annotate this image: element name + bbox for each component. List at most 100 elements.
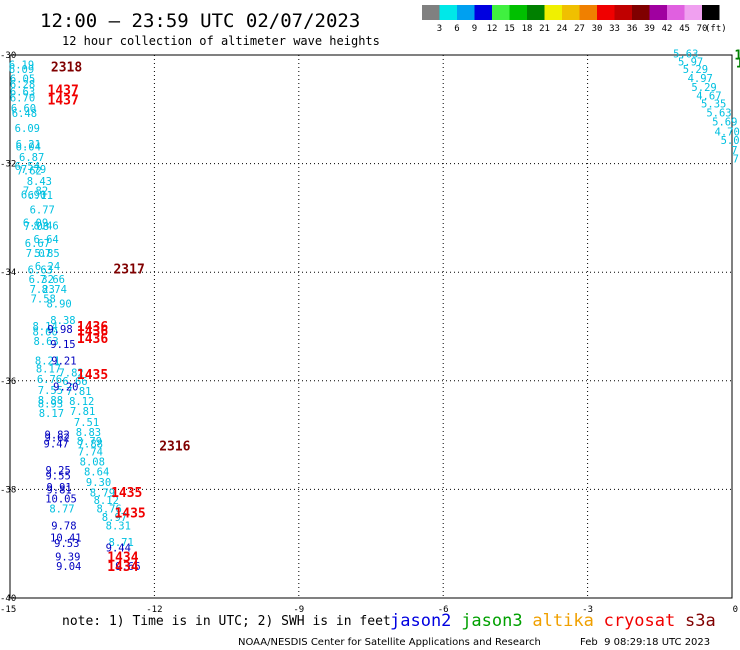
swh-value: 6.60 (11, 103, 36, 115)
swh-value: 8.79 (90, 487, 115, 499)
swh-value: 7.88 (78, 439, 103, 451)
swh-value: 7.66 (40, 274, 65, 286)
legend-swatch (562, 5, 580, 20)
legend-swatch (492, 5, 510, 20)
legend-swatch (684, 5, 702, 20)
swh-value: 7.08 (24, 221, 49, 233)
legend-swatch (667, 5, 685, 20)
swh-value: 6.64 (33, 234, 58, 246)
y-tick-label: -30 (0, 51, 16, 61)
y-tick-label: -40 (0, 594, 16, 604)
x-tick-label: -12 (146, 605, 162, 615)
legend-bin-label: 70 (697, 24, 708, 34)
legend-bin-label: 30 (592, 24, 603, 34)
legend-swatch (597, 5, 615, 20)
pass-time-label: 1437 (48, 84, 79, 99)
swh-value: 8.08 (80, 457, 105, 469)
legend-bin-label: 6 (454, 24, 459, 34)
y-tick-label: -36 (0, 377, 16, 387)
satellite-name: s3a (685, 611, 716, 631)
swh-value: 8.76 (97, 504, 122, 516)
swh-value: 6.11 (28, 190, 53, 202)
swh-value: 8.38 (50, 315, 75, 327)
swh-value: 8.43 (27, 176, 52, 188)
swh-value: 6.63 (10, 87, 35, 99)
legend-bin-label: 15 (504, 24, 515, 34)
swh-value: 7.82 (58, 367, 83, 379)
swh-value: 8.64 (84, 466, 109, 478)
satellite-name: jason3 (461, 611, 522, 631)
legend-swatch (702, 5, 720, 20)
legend-bin-label: 24 (557, 24, 568, 34)
pass-time-labels: 2318143714372317143614361436143523161435… (48, 48, 740, 575)
swh-value: 7 (733, 154, 739, 166)
swh-value: 6.63 (28, 264, 53, 276)
swh-value: 5.69 (712, 117, 737, 129)
swh-value: 9.20 (53, 382, 78, 394)
legend-swatch (649, 5, 667, 20)
chart-title: 12:00 – 23:59 UTC 02/07/2023 (40, 10, 360, 32)
swh-value: 8.88 (38, 395, 63, 407)
swh-value: 8.71 (109, 537, 134, 549)
swh-value: 5.29 (691, 82, 716, 94)
swh-value: 5.85 (34, 248, 59, 260)
swh-value: 9.21 (51, 356, 76, 368)
satellite-name: cryosat (604, 611, 676, 631)
swh-value: 8.90 (46, 298, 71, 310)
swh-value: 9.15 (50, 339, 75, 351)
swh-value: 7.23 (30, 284, 55, 296)
pass-time-label: 1435 (111, 486, 142, 501)
swh-value: 6.70 (10, 93, 35, 105)
swh-value: 4.70 (715, 126, 740, 138)
swh-value: 9.81 (46, 485, 71, 497)
legend-swatch (632, 5, 650, 20)
pass-time-label: 1434 (107, 560, 138, 575)
swh-value: 9.30 (86, 477, 111, 489)
legend-bin-label: 45 (679, 24, 690, 34)
swh-value: 7.55 (38, 385, 63, 397)
swh-value: 9.39 (55, 552, 80, 564)
satellite-name: altika (532, 611, 593, 631)
x-tick-label: -6 (438, 605, 449, 615)
pass-time-label: 1436 (77, 320, 108, 335)
pass-time-label: 2318 (51, 60, 82, 75)
swh-value: 7.62 (17, 165, 42, 177)
swh-value: 6.67 (25, 238, 50, 250)
swh-value: 7.07 (26, 248, 51, 260)
legend-bin-label: 9 (472, 24, 477, 34)
swh-value: 9.62 (45, 433, 70, 445)
swh-value: 6.90 (21, 189, 46, 201)
swh-value: 8.63 (33, 336, 58, 348)
swh-value: 6.09 (15, 123, 40, 135)
swh-value: 9.25 (45, 465, 70, 477)
swh-value: 6.24 (35, 261, 60, 273)
swh-value: 5.63 (673, 49, 698, 61)
swh-value: 8.74 (42, 284, 67, 296)
swh-value: 6.32 (29, 274, 54, 286)
legend-swatch (527, 5, 545, 20)
satellite-legend: jason2 jason3 altika cryosat s3a (390, 611, 716, 631)
swh-value: 7.81 (70, 406, 95, 418)
legend-swatch (544, 5, 562, 20)
swh-value: 9.78 (51, 521, 76, 533)
y-tick-label: -34 (0, 268, 16, 278)
legend-bin-label: 33 (609, 24, 620, 34)
footer-credit: NOAA/NESDIS Center for Satellite Applica… (238, 637, 541, 648)
swh-value: 8.46 (33, 220, 58, 232)
x-tick-label: -9 (293, 605, 304, 615)
swh-value: 8.60 (32, 327, 57, 339)
swh-value: 6.21 (16, 139, 41, 151)
swh-value: 7.82 (23, 186, 48, 198)
swh-value: 6.09 (23, 218, 48, 230)
swh-value: 5.35 (701, 99, 726, 111)
swh-value: 8.12 (69, 396, 94, 408)
swh-value: 9.98 (47, 324, 72, 336)
swh-value: 7.79 (21, 164, 46, 176)
swh-value: 8.83 (76, 427, 101, 439)
swh-value: 7 (731, 145, 737, 157)
x-tick-label: -3 (582, 605, 593, 615)
legend-unit: (ft) (705, 24, 727, 34)
color-legend: 3 6 9 12 15 18 21 24 27 30 33 36 39 42 45 70 (422, 5, 720, 34)
swh-value: 9.66 (115, 561, 140, 573)
